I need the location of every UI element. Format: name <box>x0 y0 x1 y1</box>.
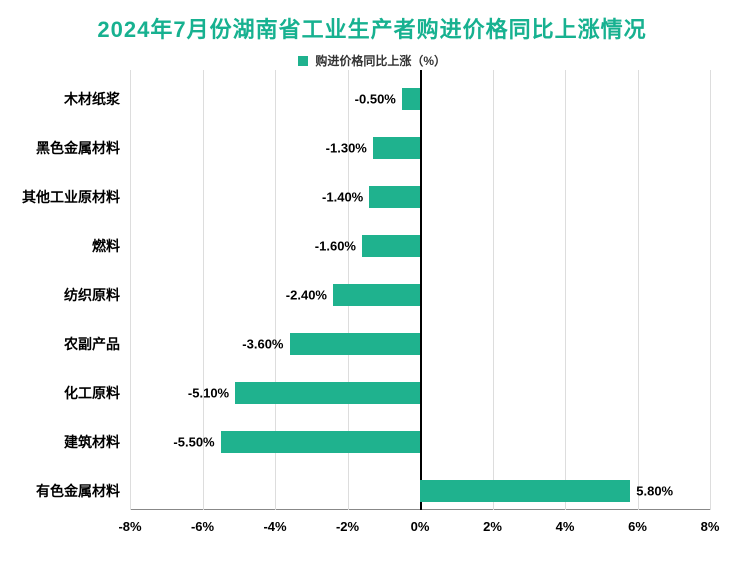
grid-line <box>565 70 566 510</box>
x-tick-label: 4% <box>556 519 575 534</box>
category-label: 燃料 <box>92 236 120 256</box>
legend-swatch <box>298 56 308 66</box>
bar <box>369 186 420 208</box>
grid-line <box>130 70 131 510</box>
grid-line <box>638 70 639 510</box>
x-tick-label: -2% <box>336 519 359 534</box>
value-label: -1.60% <box>315 239 356 254</box>
value-label: -5.10% <box>188 386 229 401</box>
category-label: 木材纸浆 <box>64 89 120 109</box>
x-tick-label: 8% <box>701 519 720 534</box>
x-tick-label: -8% <box>118 519 141 534</box>
category-label: 农副产品 <box>64 334 120 354</box>
bar <box>221 431 420 453</box>
value-label: -2.40% <box>286 288 327 303</box>
grid-line <box>493 70 494 510</box>
bar <box>362 235 420 257</box>
category-label: 纺织原料 <box>64 285 120 305</box>
value-label: -0.50% <box>355 92 396 107</box>
value-label: -5.50% <box>173 435 214 450</box>
zero-axis-line <box>420 70 422 510</box>
x-tick-label: 0% <box>411 519 430 534</box>
value-label: -1.30% <box>326 141 367 156</box>
bar <box>373 137 420 159</box>
value-label: -3.60% <box>242 337 283 352</box>
grid-line <box>710 70 711 510</box>
chart-legend: 购进价格同比上涨（%） <box>0 52 744 69</box>
x-tick-label: 6% <box>628 519 647 534</box>
chart-plot-area: -8%-6%-4%-2%0%2%4%6%8%木材纸浆-0.50%黑色金属材料-1… <box>130 70 710 540</box>
bar <box>235 382 420 404</box>
bar <box>290 333 421 355</box>
category-label: 黑色金属材料 <box>36 138 120 158</box>
legend-label: 购进价格同比上涨（%） <box>315 54 446 68</box>
category-label: 化工原料 <box>64 383 120 403</box>
bar <box>333 284 420 306</box>
bar <box>402 88 420 110</box>
chart-title: 2024年7月份湖南省工业生产者购进价格同比上涨情况 <box>0 0 744 44</box>
value-label: 5.80% <box>636 484 673 499</box>
bar <box>420 480 630 502</box>
x-tick-label: -4% <box>263 519 286 534</box>
x-tick-label: 2% <box>483 519 502 534</box>
category-label: 有色金属材料 <box>36 481 120 501</box>
category-label: 建筑材料 <box>64 432 120 452</box>
value-label: -1.40% <box>322 190 363 205</box>
category-label: 其他工业原材料 <box>22 187 120 207</box>
x-tick-label: -6% <box>191 519 214 534</box>
